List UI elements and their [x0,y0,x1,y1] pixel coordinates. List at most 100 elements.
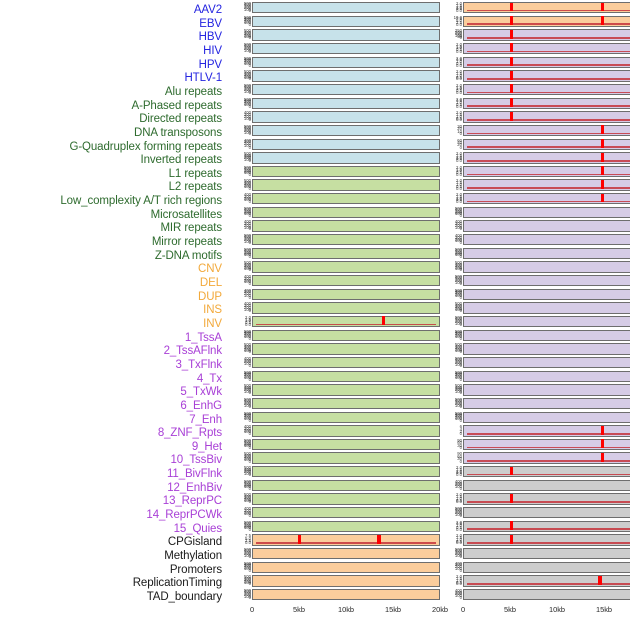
track-plot-right [463,302,630,314]
track-plot-right [463,15,630,28]
y-tick: 1.5 [245,316,251,322]
track-plot-right [463,479,630,492]
row-label: Promoters [169,563,222,576]
track-row-right: 500 400 300 200 100 0 [441,288,630,301]
y-tick: 500 [454,547,462,552]
y-tick: 500 [243,519,251,525]
track-row-left: 400 300 200 100 0 [230,220,440,232]
track-plot-right [463,70,630,82]
y-tick: 20 [457,142,462,148]
y-tick: 500 [454,410,462,416]
y-tick: 0.5 [456,74,462,80]
y-tick: 200 [243,414,251,420]
y-tick: 4 [459,426,462,432]
track-row-left: 500 400 300 200 100 0 [230,574,440,587]
x-tick-label: 15kb [384,604,402,614]
y-tick: 1.5 [456,576,462,582]
data-spike [510,84,514,94]
y-axis-left: 500 400 300 200 100 0 [230,56,252,68]
y-tick: 200 [243,455,251,461]
y-tick: 300 [243,167,251,173]
y-tick: 10.0 [453,14,462,20]
y-tick: 400 [243,110,251,116]
y-tick: 0 [248,294,251,300]
y-tick: 1.0 [456,536,462,542]
y-tick: 300 [243,85,251,91]
y-tick: 2.0 [456,192,462,198]
track-row-right: 400 300 200 100 0 [441,588,630,601]
y-axis-right: 500 400 300 200 100 0 [441,261,463,273]
y-tick: 7.5 [456,16,462,22]
y-tick: 500 [243,123,251,129]
y-tick: 200 [243,359,251,365]
track-plot-left [252,247,440,260]
row-label: 3_TxFlnk [175,358,223,371]
y-tick: 200 [454,373,462,379]
track-plot-right [463,575,630,587]
baseline [466,200,630,203]
y-tick: 100 [454,293,462,299]
track-row-left: 500 400 300 200 100 0 [230,438,440,451]
y-tick: 200 [454,414,462,420]
row-label: Methylation [164,550,222,562]
y-axis-right: 400 300 200 100 0 [441,233,463,245]
y-tick: 0 [248,144,251,150]
y-axis-right: 500 400 300 200 100 0 [441,329,463,341]
y-tick: 100 [243,115,251,121]
track-plot-left [252,575,440,587]
track-row-left: 500 400 300 200 100 0 [230,1,440,14]
y-tick: 200 [243,578,251,584]
y-tick: 100 [243,361,251,367]
y-tick: 400 [243,424,251,430]
y-tick: 0 [248,554,251,560]
y-tick: 0 [459,554,462,560]
y-tick: 0 [248,417,251,423]
y-tick: 100 [243,279,251,285]
y-tick: 90 [457,451,462,457]
y-axis-left: 500 400 300 200 100 0 [230,342,252,354]
y-tick: 400 [243,2,251,8]
y-tick: 100 [243,552,251,558]
y-tick: 200 [454,510,462,516]
track-row-left: 500 400 300 200 100 0 [230,83,440,96]
track-plot-left [252,288,440,301]
y-tick: 0.0 [456,581,462,587]
track-plot-left [252,111,440,123]
row-label: Directed repeats [139,113,222,126]
track-row-right: 2.0 1.5 1.0 0.5 0.0 [441,83,630,96]
track-row-right: 2.0 1.5 1.0 0.5 0.0 [441,574,630,587]
y-tick: 200 [243,523,251,529]
y-tick: 400 [243,384,251,390]
y-tick: 0 [459,335,462,341]
y-axis-right: 2.0 1.5 1.0 0.5 0.0 [441,110,463,122]
y-tick: 300 [243,440,251,446]
y-tick: 400 [243,562,251,568]
y-axis-left: 500 400 300 200 100 0 [230,438,252,450]
y-tick: 300 [243,549,251,555]
data-spike [510,111,514,121]
track-plot-left [252,42,440,55]
track-row-right: 2.0 1.5 1.0 0.5 0.0 [441,465,630,478]
y-tick: 0.0 [456,89,462,95]
track-plot-right [463,247,630,260]
y-tick: 500 [454,355,462,361]
y-tick: 400 [454,560,462,566]
y-tick: 200 [243,509,251,515]
y-tick: 500 [243,547,251,552]
track-row-right: 500 400 300 200 100 0 [441,329,630,341]
track-plot-left [252,329,440,341]
y-tick: 2.0 [456,492,462,498]
y-tick: 0.5 [456,497,462,503]
row-label: CNV [198,263,222,276]
row-label: DNA transposons [134,126,222,139]
data-spike [510,16,514,26]
y-tick: 100 [243,443,251,449]
row-label: HTLV-1 [184,72,222,85]
y-tick: 0.5 [456,470,462,476]
y-tick: 0 [459,444,462,450]
track-row-right: 500 400 300 200 100 0 [441,301,630,314]
track-row-left: 500 400 300 200 100 0 [230,342,440,355]
y-tick: 100 [243,88,251,94]
